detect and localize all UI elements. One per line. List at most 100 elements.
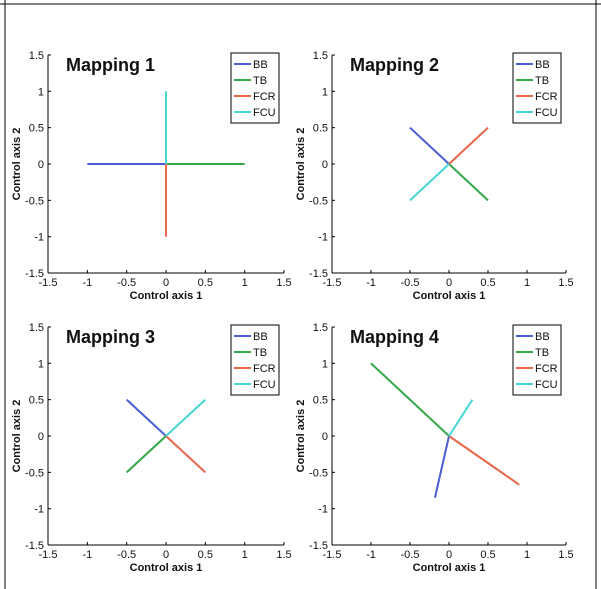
x-tick-label: 0 [446, 277, 452, 289]
x-tick-label: -0.5 [117, 277, 136, 289]
y-tick-label: -1.5 [25, 268, 44, 280]
y-tick-label: -1.5 [25, 540, 44, 552]
chart-title: Mapping 2 [350, 55, 439, 75]
y-tick-label: -1.5 [309, 540, 328, 552]
y-axis-label: Control axis 2 [11, 400, 23, 473]
series-line-fcr [165, 435, 207, 474]
series-line-fcu [409, 163, 450, 202]
x-tick-label: 1.5 [276, 277, 291, 289]
series-line-tb [448, 163, 489, 202]
legend-label-tb: TB [253, 347, 267, 359]
x-tick-label: 0.5 [480, 277, 495, 289]
y-tick-label: -1 [34, 232, 44, 244]
y-tick-label: -0.5 [309, 467, 328, 479]
x-tick-label: -1 [366, 277, 376, 289]
y-tick-label: 1.5 [313, 322, 328, 334]
y-tick-label: -1 [34, 504, 44, 516]
legend-label-fcr: FCR [253, 91, 276, 103]
y-tick-label: 1 [322, 358, 328, 370]
panel-mapping-2: -1.5 -1 -0.5 0 0.5 1 1.5 1.5 1 0.5 0 -0.5 -1 -1.5 Cont… [295, 50, 574, 302]
legend-label-bb: BB [535, 331, 550, 343]
x-tick-label: -1.5 [39, 277, 58, 289]
y-tick-label: -0.5 [25, 195, 44, 207]
legend: BB TB FCR FCU [512, 52, 562, 124]
x-tick-label: 1.5 [558, 277, 573, 289]
y-tick-label: 1.5 [313, 50, 328, 62]
y-tick-label: -1 [318, 504, 328, 516]
legend-label-fcu: FCU [253, 107, 276, 119]
x-tick-label: -1 [366, 549, 376, 561]
y-tick-label: 0 [38, 431, 44, 443]
chart-title: Mapping 3 [66, 327, 155, 347]
x-axis-label: Control axis 1 [130, 562, 203, 574]
legend-label-fcu: FCU [253, 379, 276, 391]
y-tick-label: -1.5 [309, 268, 328, 280]
legend-label-fcu: FCU [535, 379, 558, 391]
x-tick-label: 0.5 [198, 549, 213, 561]
y-tick-label: 0.5 [313, 395, 328, 407]
y-tick-label: 1 [38, 86, 44, 98]
y-tick-label: -0.5 [309, 195, 328, 207]
y-tick-label: 0 [322, 431, 328, 443]
x-tick-label: 0 [446, 549, 452, 561]
y-tick-label: 1.5 [29, 50, 44, 62]
y-tick-label: 1 [38, 358, 44, 370]
x-tick-label: 0.5 [480, 549, 495, 561]
y-tick-label: 0.5 [29, 395, 44, 407]
y-tick-label: 1 [322, 86, 328, 98]
panel-mapping-4: -1.5 -1 -0.5 0 0.5 1 1.5 1.5 1 0.5 0 -0.5 -1 -1.5 Cont… [295, 322, 574, 574]
y-tick-label: 0.5 [29, 123, 44, 135]
x-tick-label: -1 [82, 277, 92, 289]
x-tick-label: 1.5 [276, 549, 291, 561]
x-axis-label: Control axis 1 [413, 290, 486, 302]
x-axis-label: Control axis 1 [130, 290, 203, 302]
legend: BB TB FCR FCU [512, 324, 562, 396]
legend-label-bb: BB [253, 59, 268, 71]
x-tick-label: 1 [524, 277, 530, 289]
x-axis-label: Control axis 1 [413, 562, 486, 574]
x-tick-label: -1 [82, 549, 92, 561]
x-tick-label: 1 [242, 277, 248, 289]
x-tick-label: 1 [242, 549, 248, 561]
y-axis-label: Control axis 2 [295, 400, 307, 473]
y-axis-label: Control axis 2 [295, 128, 307, 201]
panel-mapping-1: -1.5 -1 -0.5 0 0.5 1 1.5 1.5 1 0.5 0 -0.5 -1 -1.5 Cont… [11, 50, 292, 302]
legend: BB TB FCR FCU [230, 52, 280, 124]
x-tick-label: -0.5 [401, 549, 420, 561]
legend-label-fcu: FCU [535, 107, 558, 119]
legend-label-bb: BB [253, 331, 268, 343]
legend-label-tb: TB [253, 75, 267, 87]
series-line-fcr [448, 126, 489, 165]
x-tick-label: 1.5 [558, 549, 573, 561]
y-tick-label: -1 [318, 232, 328, 244]
x-tick-label: 0 [163, 549, 169, 561]
series-line-tb [125, 435, 167, 474]
y-tick-label: 0 [322, 159, 328, 171]
chart-title: Mapping 1 [66, 55, 155, 75]
legend-label-tb: TB [535, 75, 549, 87]
x-tick-label: -1.5 [39, 549, 58, 561]
x-tick-label: 1 [524, 549, 530, 561]
legend-label-fcr: FCR [253, 363, 276, 375]
legend: BB TB FCR FCU [230, 324, 280, 396]
series-line-fcu [448, 399, 474, 437]
series-line-bb [433, 435, 450, 498]
y-tick-label: -0.5 [25, 467, 44, 479]
legend-label-fcr: FCR [535, 363, 558, 375]
series-line-fcr [448, 435, 520, 486]
series-line-bb [409, 126, 450, 165]
x-tick-label: -1.5 [323, 277, 342, 289]
x-tick-label: 0.5 [198, 277, 213, 289]
y-tick-label: 0 [38, 159, 44, 171]
y-tick-label: 1.5 [29, 322, 44, 334]
x-tick-label: -0.5 [401, 277, 420, 289]
y-tick-label: 0.5 [313, 123, 328, 135]
legend-label-tb: TB [535, 347, 549, 359]
panel-mapping-3: -1.5 -1 -0.5 0 0.5 1 1.5 1.5 1 0.5 0 -0.5 -1 -1.5 Cont… [11, 322, 292, 574]
series-line-bb [125, 398, 167, 437]
y-axis-label: Control axis 2 [11, 128, 23, 201]
chart-title: Mapping 4 [350, 327, 439, 347]
legend-label-bb: BB [535, 59, 550, 71]
legend-label-fcr: FCR [535, 91, 558, 103]
